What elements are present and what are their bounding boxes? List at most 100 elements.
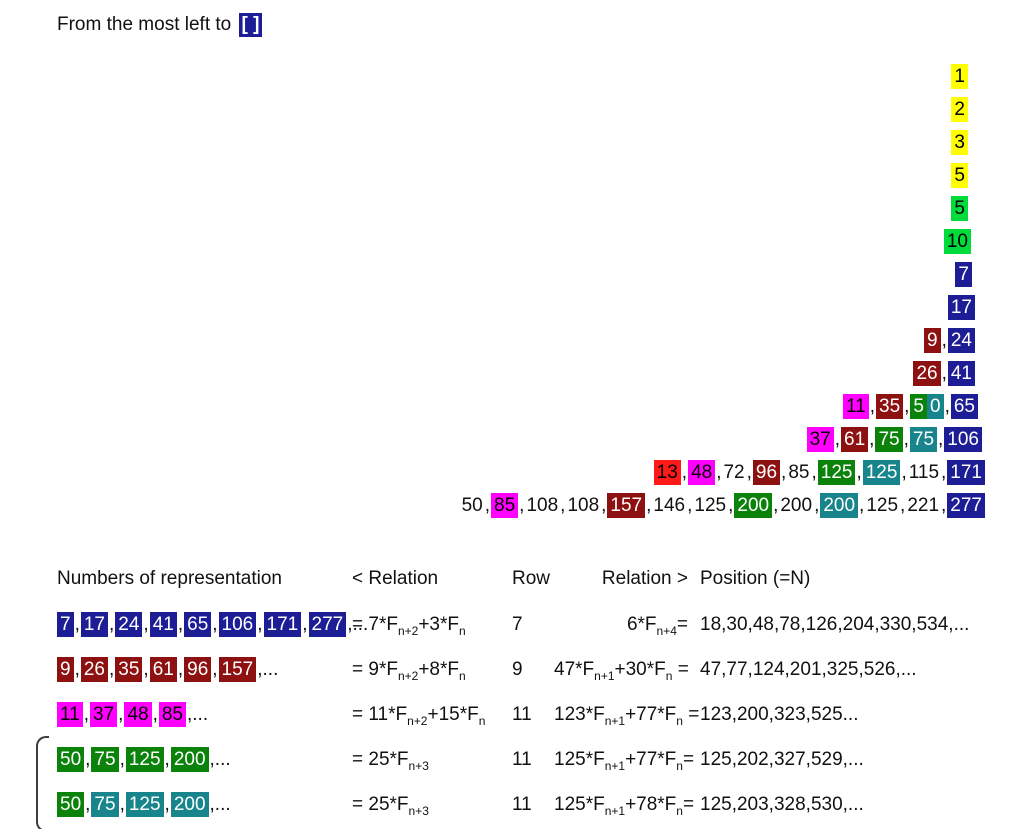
formula-text: 125*F bbox=[554, 749, 605, 770]
triangle-row: 17 bbox=[947, 295, 975, 320]
highlighted-number: 75 bbox=[91, 747, 119, 772]
highlighted-number: 10 bbox=[943, 229, 971, 254]
plain-number-text: 50 bbox=[461, 495, 483, 516]
highlighted-number: 171 bbox=[263, 612, 302, 637]
highlighted-number: 41 bbox=[947, 361, 975, 386]
highlighted-number: 277 bbox=[947, 493, 985, 518]
highlighted-number: 85 bbox=[491, 493, 519, 518]
plain-number-text: , bbox=[85, 794, 91, 815]
highlighted-number: 157 bbox=[218, 657, 257, 682]
header-position: Position (=N) bbox=[700, 568, 811, 589]
plain-number-text: 125 bbox=[866, 495, 899, 516]
subscript: n+1 bbox=[594, 668, 615, 683]
title-text: From the most left to bbox=[57, 14, 232, 35]
subscript: n bbox=[665, 668, 673, 683]
cell-position: 47,77,124,201,325,526,... bbox=[700, 659, 917, 680]
highlighted-number: 9 bbox=[57, 657, 74, 682]
plain-number-text: , bbox=[74, 614, 80, 635]
formula-text: 47*F bbox=[554, 659, 595, 680]
cell-numbers: 50, 75, 125, 200,... bbox=[57, 792, 352, 817]
plain-number-text: , bbox=[856, 462, 862, 483]
highlighted-number: 35 bbox=[876, 394, 904, 419]
cell-row: 11 bbox=[512, 749, 532, 770]
plain-number-text: , bbox=[74, 659, 80, 680]
plain-number-text: , bbox=[814, 495, 820, 516]
plain-number-text: , bbox=[118, 704, 124, 725]
plain-number-text: , bbox=[143, 659, 149, 680]
formula-text: = bbox=[682, 794, 695, 815]
highlighted-number: 75 bbox=[909, 427, 938, 452]
highlighted-number: 200 bbox=[734, 493, 773, 518]
plain-number-text: , bbox=[781, 462, 787, 483]
highlighted-number: 17 bbox=[947, 295, 975, 320]
plain-number-text: , bbox=[681, 462, 688, 483]
highlighted-number: 1 bbox=[951, 64, 968, 89]
plain-number-text: 115 bbox=[908, 462, 940, 483]
highlighted-number: 5 bbox=[951, 163, 968, 188]
triangle-row: 11, 35, 5 0, 65 bbox=[842, 394, 978, 419]
plain-number-text: , bbox=[944, 396, 950, 417]
plain-number-text: , bbox=[109, 614, 115, 635]
cell-position: 125,202,327,529,... bbox=[700, 749, 864, 770]
plain-number-text: , bbox=[85, 749, 91, 770]
highlighted-number: 106 bbox=[218, 612, 257, 637]
plain-number-text: , bbox=[941, 363, 947, 384]
grouping-bracket bbox=[36, 736, 49, 829]
formula-text: +78*F bbox=[625, 794, 677, 815]
plain-number-text: , bbox=[560, 495, 566, 516]
plain-number-text: ,... bbox=[257, 659, 279, 680]
plain-number-text: , bbox=[257, 614, 263, 635]
highlighted-number: 65 bbox=[184, 612, 212, 637]
highlighted-number: 11 bbox=[842, 394, 869, 419]
header-relation-left: < Relation bbox=[352, 568, 439, 589]
cell-relation-right: 47*Fn+1+30*Fn = bbox=[554, 657, 689, 683]
plain-number-text: , bbox=[152, 704, 158, 725]
highlighted-number: 26 bbox=[913, 361, 941, 386]
subscript: n+1 bbox=[604, 713, 626, 728]
formula-text: +3*F bbox=[418, 614, 459, 635]
table-header-row: Numbers of representation < Relation Row… bbox=[57, 566, 987, 591]
highlighted-number: 0 bbox=[927, 394, 944, 419]
triangle-row: 9, 24 bbox=[924, 328, 975, 353]
triangle-row: 1 bbox=[951, 64, 968, 89]
formula-text: = 7*F bbox=[352, 614, 398, 635]
highlighted-number: 61 bbox=[841, 427, 869, 452]
plain-number-text: , bbox=[900, 495, 906, 516]
cell-relation-left: = 25*Fn+3 bbox=[352, 747, 512, 772]
page-title: From the most left to [ ] bbox=[57, 13, 263, 37]
header-row: Row bbox=[512, 568, 551, 589]
plain-number-text: ,... bbox=[347, 614, 369, 635]
plain-number-text: , bbox=[938, 429, 944, 450]
table-body: 7, 17, 24, 41, 65, 106, 171, 277,... = 7*Fn+2+3*… bbox=[57, 612, 987, 817]
highlighted-number: 48 bbox=[124, 702, 152, 727]
highlighted-number: 3 bbox=[951, 130, 968, 155]
table-row: 50, 75, 125, 200,... = 25*Fn+3 11 125*Fn+1+78*… bbox=[57, 792, 987, 817]
highlighted-number: 17 bbox=[80, 612, 108, 637]
plain-number-text: 146 bbox=[653, 495, 686, 516]
plain-number-text: , bbox=[119, 794, 125, 815]
subscript: n+1 bbox=[604, 803, 626, 818]
formula-text: = 9*F bbox=[352, 659, 398, 680]
formula-text: = 11*F bbox=[352, 704, 408, 725]
highlighted-number: 24 bbox=[947, 328, 975, 353]
plain-number-text: 72 bbox=[723, 462, 745, 483]
formula-text: +8*F bbox=[418, 659, 459, 680]
highlighted-number: 277 bbox=[308, 612, 347, 637]
plain-number-text: , bbox=[83, 704, 90, 725]
highlighted-number: 9 bbox=[924, 328, 941, 353]
highlighted-number: 5 bbox=[910, 394, 927, 419]
highlighted-number: 75 bbox=[91, 792, 119, 817]
plain-number-text: , bbox=[834, 429, 841, 450]
cell-relation-right: 123*Fn+1+77*Fn = bbox=[554, 702, 699, 728]
cell-relation-left: = 11*Fn+2+15*Fn bbox=[352, 702, 512, 727]
triangle-row: 7 bbox=[955, 262, 972, 287]
highlighted-number: 37 bbox=[90, 702, 118, 727]
highlighted-number: 125 bbox=[817, 460, 856, 485]
triangle-row: 5 bbox=[951, 163, 968, 188]
plain-number-text: , bbox=[687, 495, 693, 516]
subscript: n bbox=[676, 803, 683, 818]
plain-number-text: , bbox=[646, 495, 652, 516]
plain-number-text: , bbox=[941, 462, 947, 483]
triangle-row: 37, 61, 75, 75, 106 bbox=[806, 427, 982, 452]
